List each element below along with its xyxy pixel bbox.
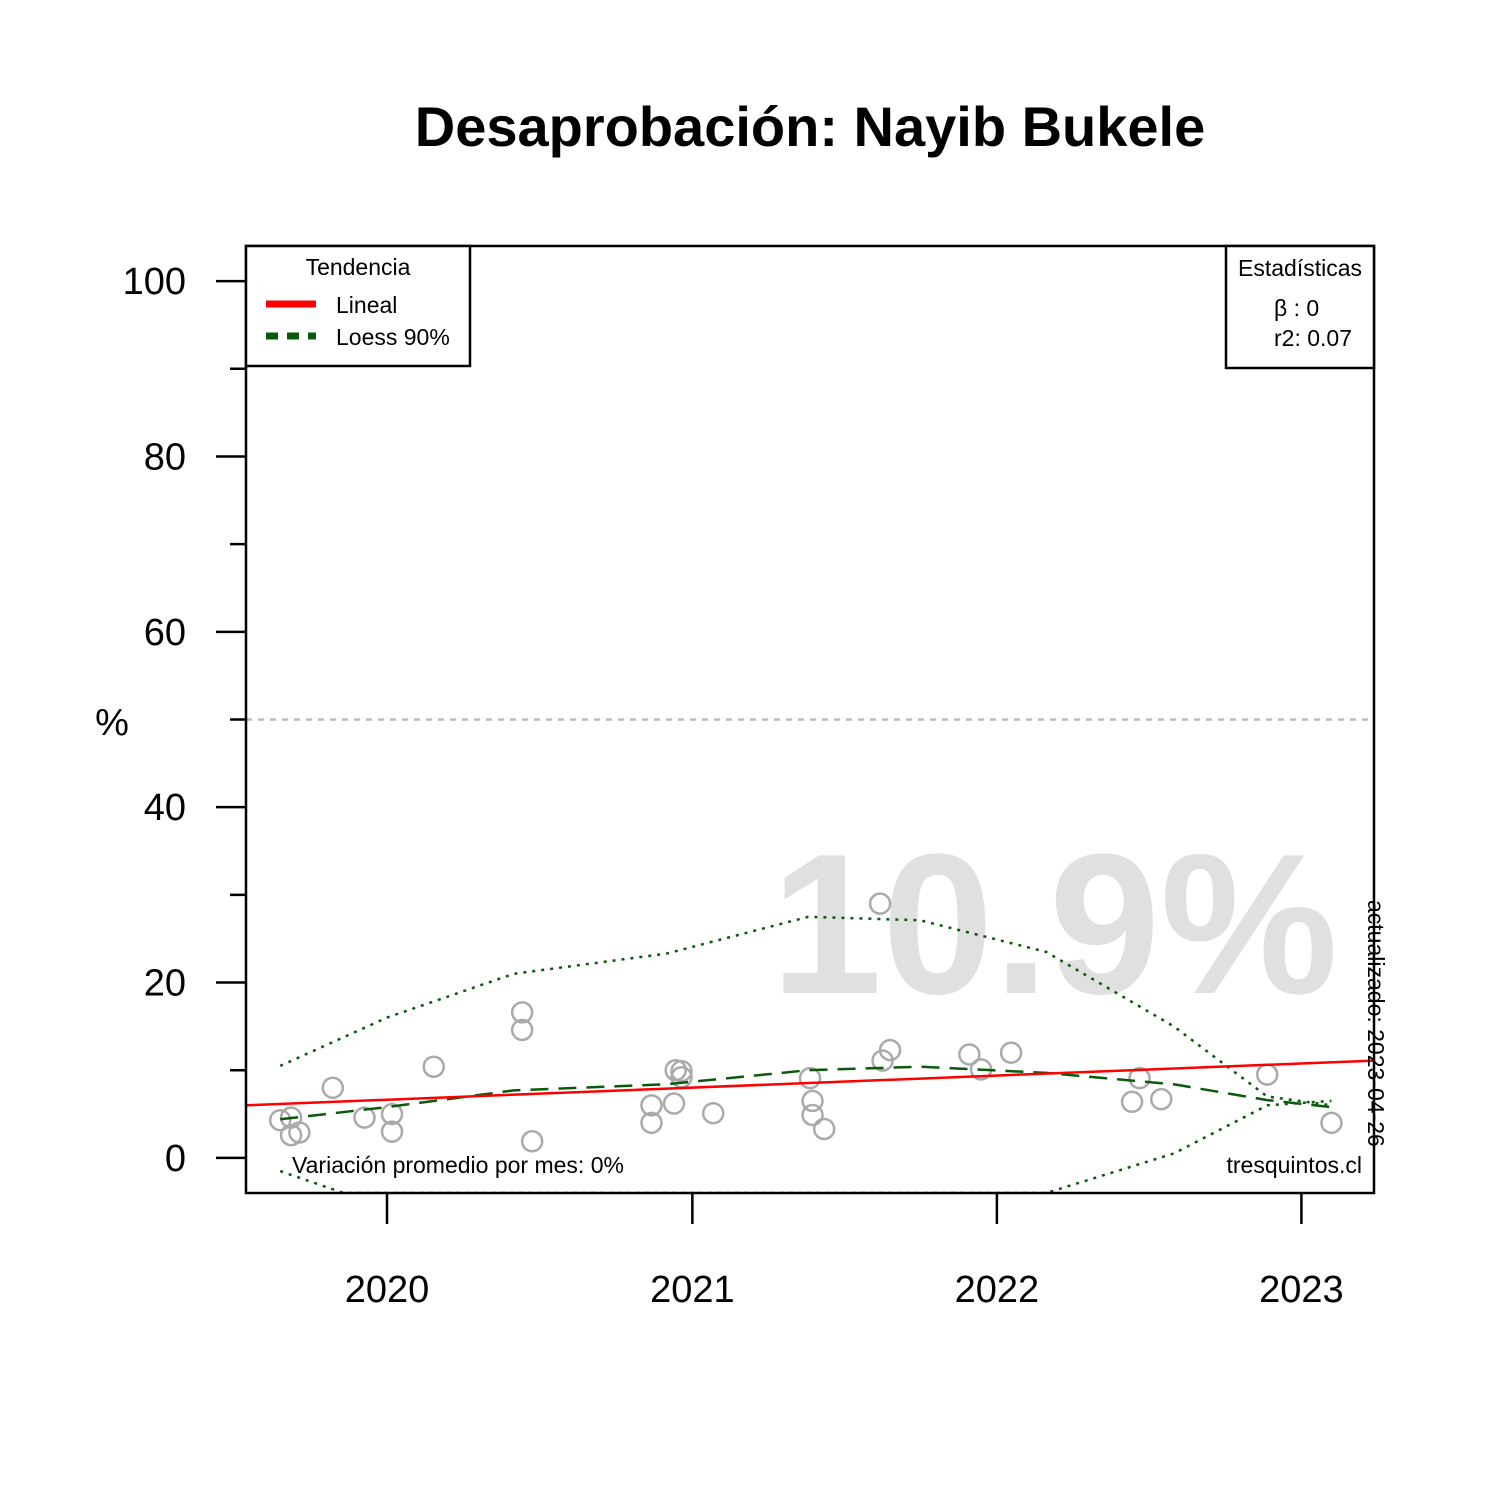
y-axis-label: % bbox=[95, 702, 129, 744]
data-point bbox=[812, 1117, 836, 1141]
data-point bbox=[510, 1018, 534, 1042]
stats-legend-box bbox=[1224, 244, 1376, 370]
y-tick-label: 80 bbox=[144, 436, 186, 478]
data-point bbox=[510, 1001, 534, 1024]
data-point bbox=[288, 1121, 311, 1144]
data-point bbox=[353, 1106, 376, 1129]
updated-label: actualizado: 2023-04-26 bbox=[1363, 900, 1389, 1147]
variation-note: Variación promedio por mes: 0% bbox=[292, 1152, 624, 1178]
x-tick-label: 2021 bbox=[650, 1269, 735, 1311]
data-point bbox=[868, 892, 892, 915]
data-point bbox=[1320, 1111, 1343, 1135]
data-point bbox=[380, 1102, 404, 1126]
source-label: tresquintos.cl bbox=[1226, 1152, 1362, 1178]
loess-trend-line bbox=[280, 1065, 1332, 1121]
data-point bbox=[1128, 1066, 1151, 1090]
y-tick-label: 0 bbox=[165, 1138, 186, 1180]
data-point bbox=[701, 1101, 725, 1125]
y-tick-label: 60 bbox=[144, 612, 186, 654]
x-tick-label: 2023 bbox=[1259, 1269, 1344, 1311]
data-point bbox=[878, 1038, 902, 1062]
data-point bbox=[798, 1066, 822, 1090]
stats-legend: Estadísticas β : 0 r2: 0.07 bbox=[1224, 244, 1376, 370]
big-value-watermark: 10.9% bbox=[771, 813, 1338, 1036]
data-point bbox=[999, 1041, 1023, 1064]
legend-label-lineal: Lineal bbox=[336, 292, 397, 318]
y-tick-label: 100 bbox=[123, 261, 186, 303]
y-tick-label: 20 bbox=[144, 963, 186, 1005]
data-point bbox=[958, 1043, 981, 1066]
trend-legend: Tendencia Lineal Loess 90% bbox=[244, 244, 472, 368]
y-tick-label: 40 bbox=[144, 787, 186, 829]
x-tick-label: 2020 bbox=[345, 1269, 430, 1311]
data-point bbox=[268, 1108, 292, 1132]
chart-title: Desaprobación: Nayib Bukele bbox=[415, 95, 1205, 158]
linear-trend-line bbox=[246, 1059, 1374, 1107]
data-point bbox=[662, 1092, 686, 1115]
data-point bbox=[380, 1120, 404, 1143]
stats-beta: β : 0 bbox=[1274, 295, 1319, 321]
data-point bbox=[321, 1076, 345, 1100]
data-point bbox=[520, 1130, 544, 1153]
x-axis: 2020 2021 2022 2023 bbox=[345, 1193, 1344, 1311]
legend-label-loess: Loess 90% bbox=[336, 324, 450, 350]
data-point bbox=[1255, 1063, 1279, 1086]
data-point bbox=[640, 1111, 663, 1135]
loess-upper-band bbox=[279, 915, 1332, 1107]
data-point bbox=[801, 1089, 824, 1113]
plot-area: 10.9% bbox=[246, 718, 1374, 1193]
data-point bbox=[422, 1055, 445, 1078]
data-point bbox=[1149, 1087, 1173, 1111]
stats-legend-title: Estadísticas bbox=[1238, 255, 1362, 281]
data-point bbox=[1120, 1090, 1144, 1114]
trend-legend-title: Tendencia bbox=[306, 254, 411, 280]
loess-lower-band bbox=[279, 1099, 1332, 1193]
data-point bbox=[670, 1059, 693, 1083]
y-axis: 0 20 40 60 80 100 bbox=[123, 261, 246, 1180]
data-point bbox=[801, 1103, 824, 1127]
stats-r2: r2: 0.07 bbox=[1274, 325, 1352, 351]
x-tick-label: 2022 bbox=[955, 1269, 1040, 1311]
data-point bbox=[640, 1094, 663, 1117]
